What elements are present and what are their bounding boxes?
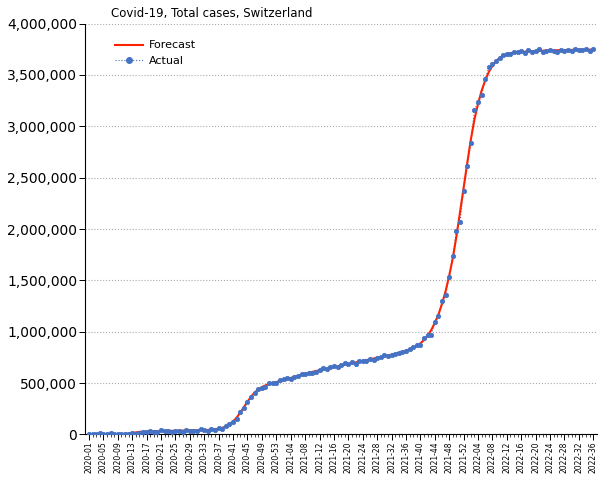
Actual	[85, 431, 93, 437]
Forecast	[114, 432, 122, 437]
Forecast	[564, 47, 572, 53]
Forecast	[590, 47, 597, 52]
Actual	[590, 47, 597, 52]
Legend: Forecast, Actual: Forecast, Actual	[111, 36, 200, 71]
Actual	[118, 431, 125, 436]
Actual	[568, 48, 575, 54]
Actual	[572, 46, 579, 51]
Text: Covid-19, Total cases, Switzerland: Covid-19, Total cases, Switzerland	[111, 7, 312, 20]
Actual	[255, 386, 262, 392]
Line: Actual: Actual	[87, 47, 595, 437]
Forecast	[85, 432, 93, 437]
Line: Forecast: Forecast	[89, 49, 594, 434]
Forecast	[514, 49, 522, 55]
Actual	[89, 432, 96, 437]
Forecast	[525, 48, 532, 54]
Actual	[518, 48, 525, 54]
Actual	[93, 431, 100, 437]
Actual	[528, 49, 535, 55]
Forecast	[89, 432, 96, 437]
Forecast	[251, 390, 258, 396]
